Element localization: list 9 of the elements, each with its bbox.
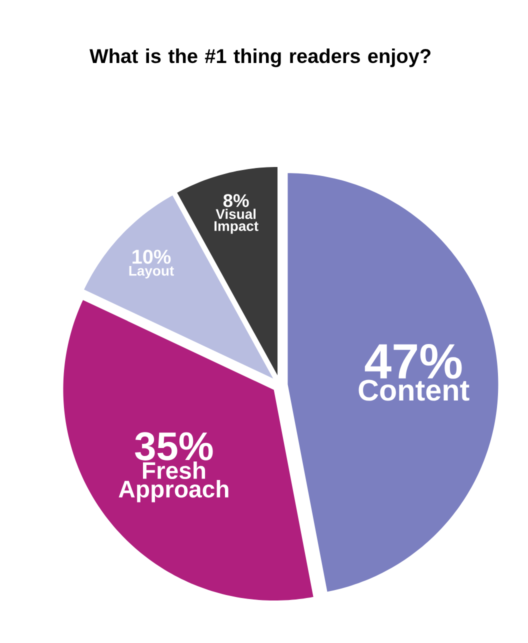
data-label: 10% [132, 250, 171, 264]
slice-label: Content [358, 380, 470, 401]
slice-label: Visual Impact [214, 208, 258, 234]
slice-label: Layout [129, 266, 174, 278]
chart-title: What is the #1 thing readers enjoy? [90, 48, 430, 68]
data-label: 8% [223, 194, 249, 208]
data-label: 35% [135, 432, 213, 460]
slice-label: Fresh Approach [118, 461, 228, 502]
data-label: 47% [364, 344, 462, 379]
